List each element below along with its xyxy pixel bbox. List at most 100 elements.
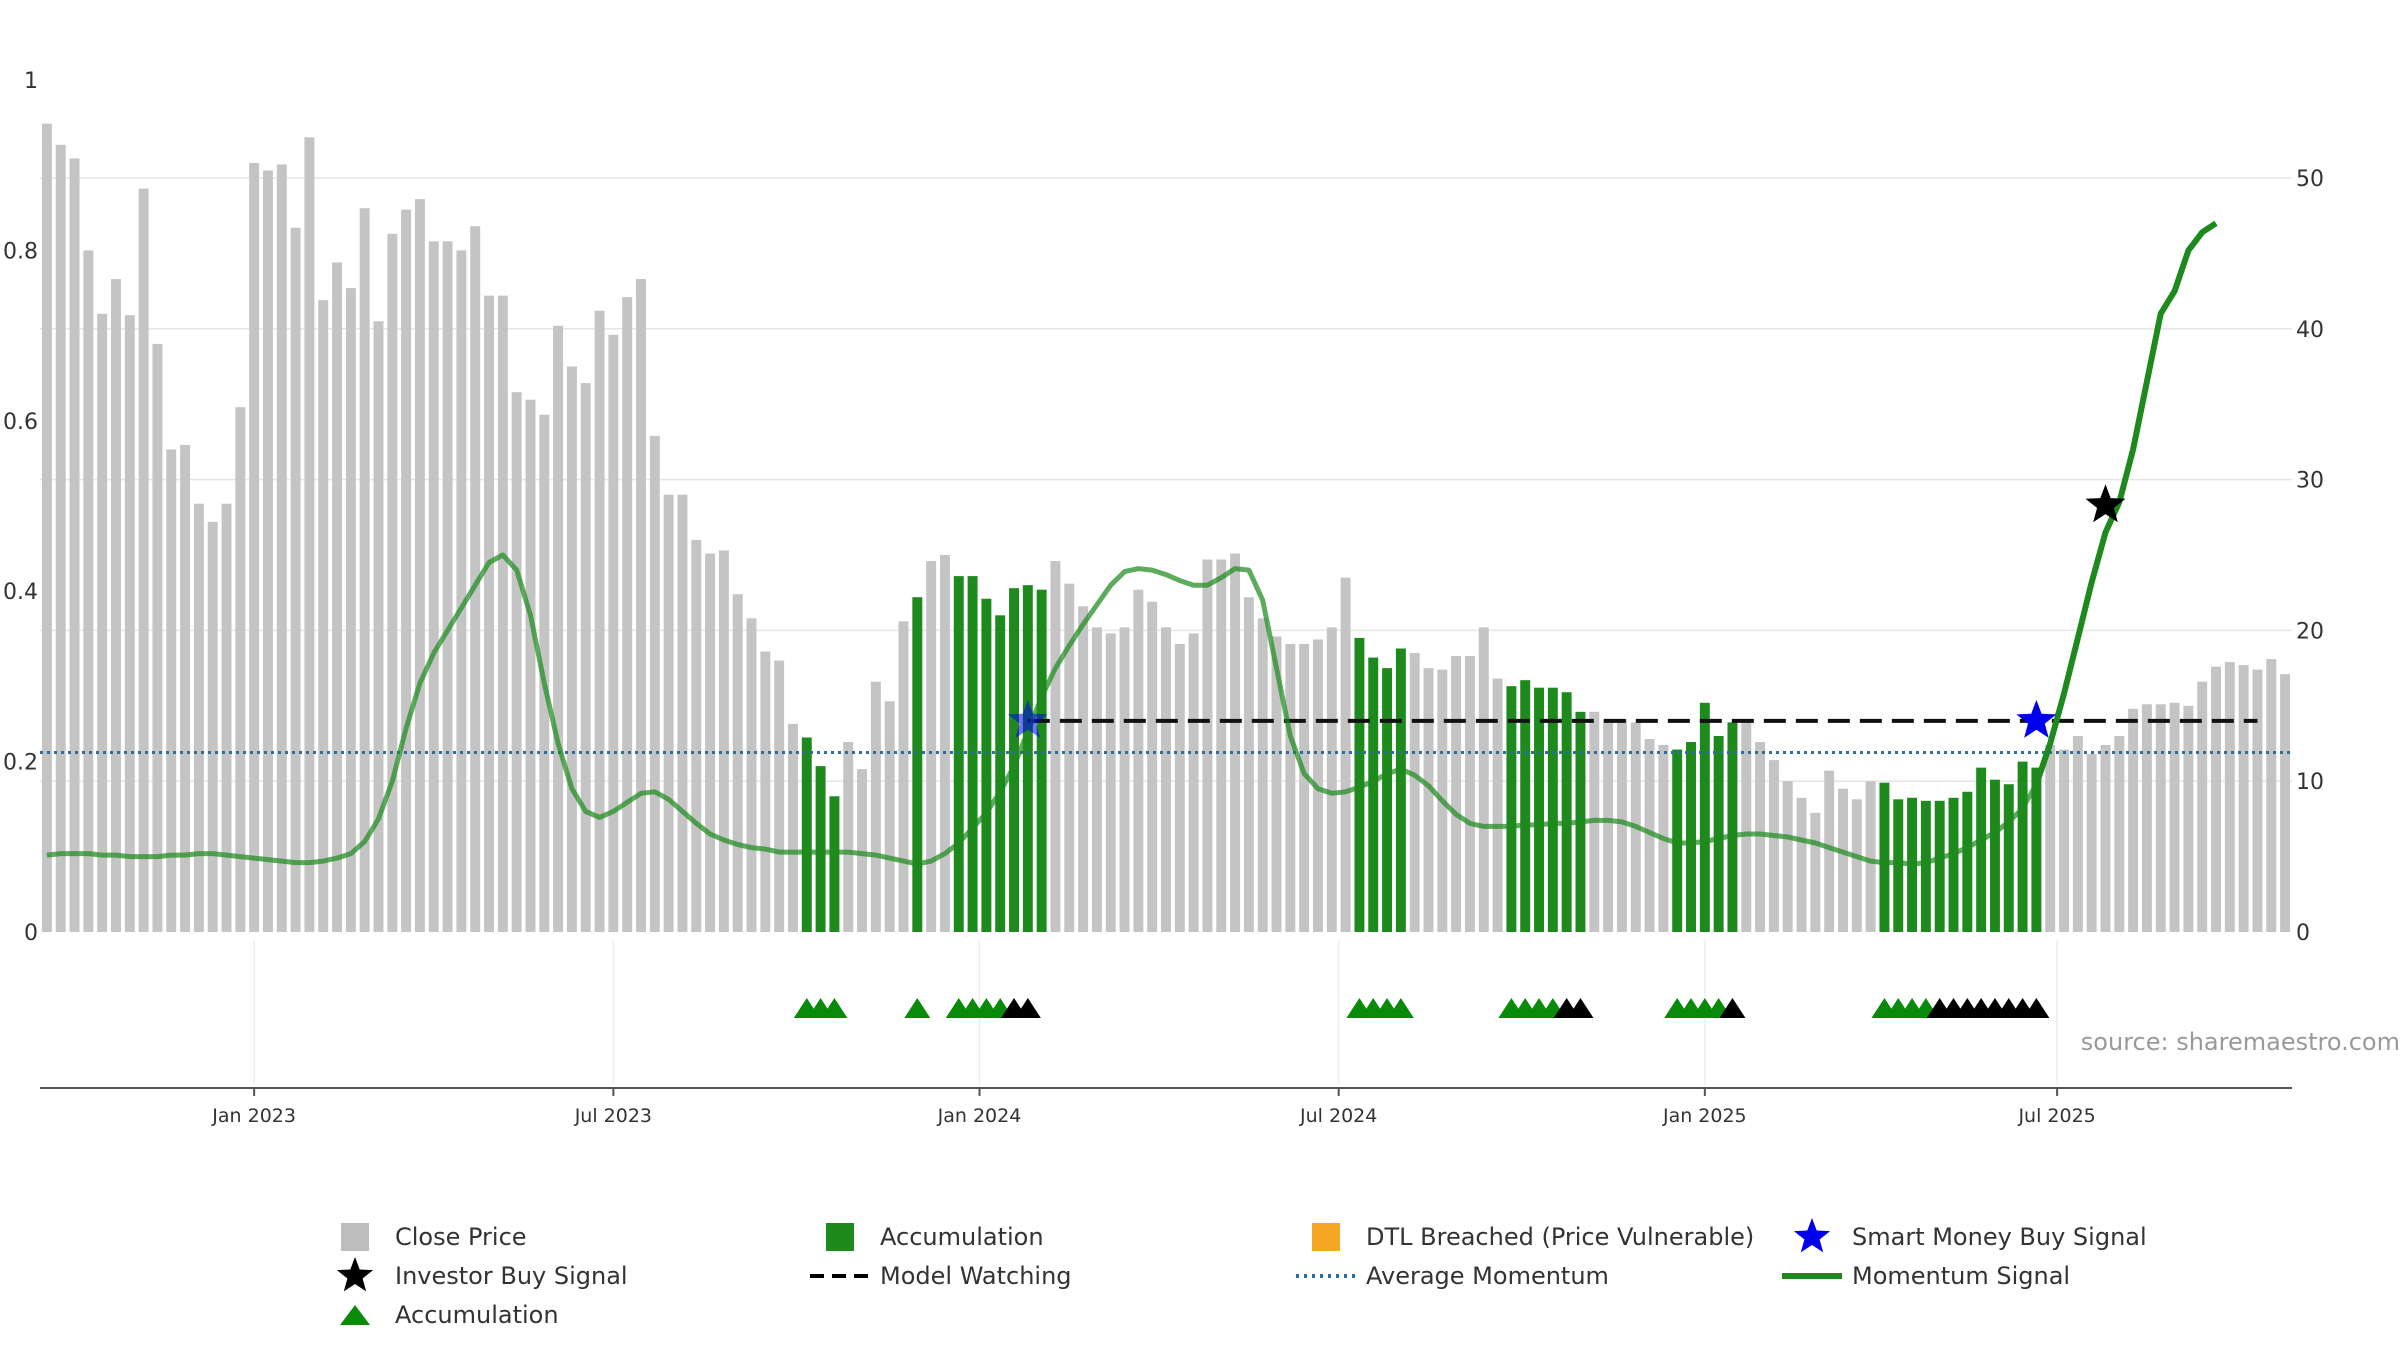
close-price-bar [691, 539, 702, 932]
close-price-bar [787, 723, 798, 932]
accumulation-bar [1368, 657, 1379, 932]
legend-swatch [341, 1223, 369, 1251]
signal-markers [793, 484, 2126, 1018]
close-price-bar [939, 555, 950, 932]
close-price-bar [442, 241, 453, 932]
close-price-bar [497, 295, 508, 932]
close-price-bar [2086, 754, 2097, 932]
close-price-bar [1616, 719, 1627, 932]
legend-item: Momentum Signal [1782, 1262, 2070, 1290]
close-price-bar [1838, 788, 1848, 932]
accumulation-bar [2017, 761, 2028, 932]
x-tick-label: Jan 2025 [1662, 1105, 1747, 1127]
close-price-bar [2252, 669, 2263, 932]
accumulation-bar [2031, 767, 2042, 932]
close-price-bar [2197, 681, 2208, 932]
close-price-bar [193, 503, 204, 932]
close-price-bar [1492, 678, 1503, 932]
close-price-bar [262, 170, 273, 932]
legend-label: Momentum Signal [1852, 1262, 2070, 1290]
legend-item: Close Price [341, 1223, 527, 1251]
accumulation-bar [1893, 799, 1904, 932]
close-price-bar [1326, 627, 1337, 932]
close-price-bar [1285, 643, 1296, 932]
price-bars [41, 123, 2291, 933]
close-price-bar [1105, 633, 1116, 932]
close-price-bar [1188, 633, 1199, 932]
axes: Jan 2023 Jul 2023 Jan 2024 Jul 2024 Jan 2025… [3, 69, 2324, 1127]
close-price-bar [401, 209, 412, 933]
legend-item: Accumulation [826, 1223, 1044, 1251]
close-price-bar [2100, 745, 2111, 932]
close-price-bar [1755, 741, 1766, 932]
close-price-bar [2059, 749, 2070, 932]
close-price-bar [2045, 745, 2056, 932]
left-y-tick-label: 0.8 [3, 239, 38, 264]
accumulation-bar [1989, 779, 2000, 932]
momentum-signal-line [46, 552, 2039, 867]
legend-swatch [1312, 1223, 1340, 1251]
close-price-bar [55, 144, 66, 933]
source-attribution: source: sharemaestro.com [2081, 1028, 2400, 1056]
legend-item: Average Momentum [1296, 1262, 1609, 1290]
close-price-bar [594, 310, 605, 933]
legend-label: Average Momentum [1366, 1262, 1609, 1290]
accumulation-triangle-marker [1387, 998, 1414, 1018]
momentum-signal-line-recent [2033, 220, 2218, 786]
close-price-bar [1174, 643, 1185, 932]
close-price-bar [1161, 627, 1171, 932]
close-price-bar [649, 435, 660, 932]
close-price-bar [2238, 665, 2249, 932]
accumulation-bar [2003, 784, 2014, 932]
close-price-bar [608, 334, 619, 932]
accumulation-bar [829, 796, 840, 932]
accumulation-bar [1879, 782, 1890, 932]
close-price-bar [1299, 643, 1310, 932]
close-price-bar [1644, 738, 1655, 932]
close-price-bar [1423, 668, 1434, 932]
close-price-bar [2280, 674, 2291, 932]
close-price-bar [83, 250, 94, 932]
accumulation-bar [1561, 692, 1572, 932]
right-y-tick-label: 40 [2296, 318, 2324, 343]
close-price-bar [1257, 618, 1268, 932]
close-price-bar [2224, 662, 2235, 932]
close-price-bar [1409, 653, 1420, 932]
accumulation-bar [1382, 668, 1393, 932]
x-tick-label: Jul 2023 [574, 1105, 652, 1127]
legend-star-icon [1793, 1218, 1831, 1253]
accumulation-bar [1962, 791, 1973, 932]
accumulation-bar [1534, 687, 1545, 932]
close-price-bar [2169, 702, 2180, 932]
accumulation-bar [801, 737, 812, 932]
close-price-bar [1230, 553, 1241, 932]
close-price-bar [1741, 722, 1752, 932]
accumulation-bar [967, 576, 978, 932]
right-y-tick-label: 0 [2296, 921, 2310, 946]
close-price-bar [428, 241, 439, 932]
signal-lines [40, 220, 2292, 867]
left-y-tick-label: 0.6 [3, 410, 38, 435]
close-price-bar [124, 315, 135, 932]
close-price-bar [290, 227, 301, 932]
accumulation-bar [1976, 767, 1987, 932]
right-y-tick-label: 10 [2296, 770, 2324, 795]
close-price-bar [1478, 627, 1489, 932]
smart-money-buy-signal-star [1007, 699, 1048, 738]
accumulation-bar [1934, 800, 1945, 932]
close-price-bar [553, 325, 564, 932]
left-y-tick-label: 1 [24, 69, 38, 94]
close-price-bar [2141, 704, 2152, 932]
close-price-bar [2155, 704, 2166, 932]
close-price-bar [774, 660, 785, 932]
close-price-bar [1243, 597, 1254, 932]
close-price-bar [235, 407, 246, 932]
accumulation-bar [1948, 797, 1959, 932]
close-price-bar [1202, 559, 1213, 932]
close-price-bar [843, 741, 854, 932]
x-tick-label: Jul 2024 [1299, 1105, 1377, 1127]
close-price-bar [1603, 719, 1614, 932]
close-price-bar [1119, 627, 1130, 932]
close-price-bar [111, 279, 121, 932]
